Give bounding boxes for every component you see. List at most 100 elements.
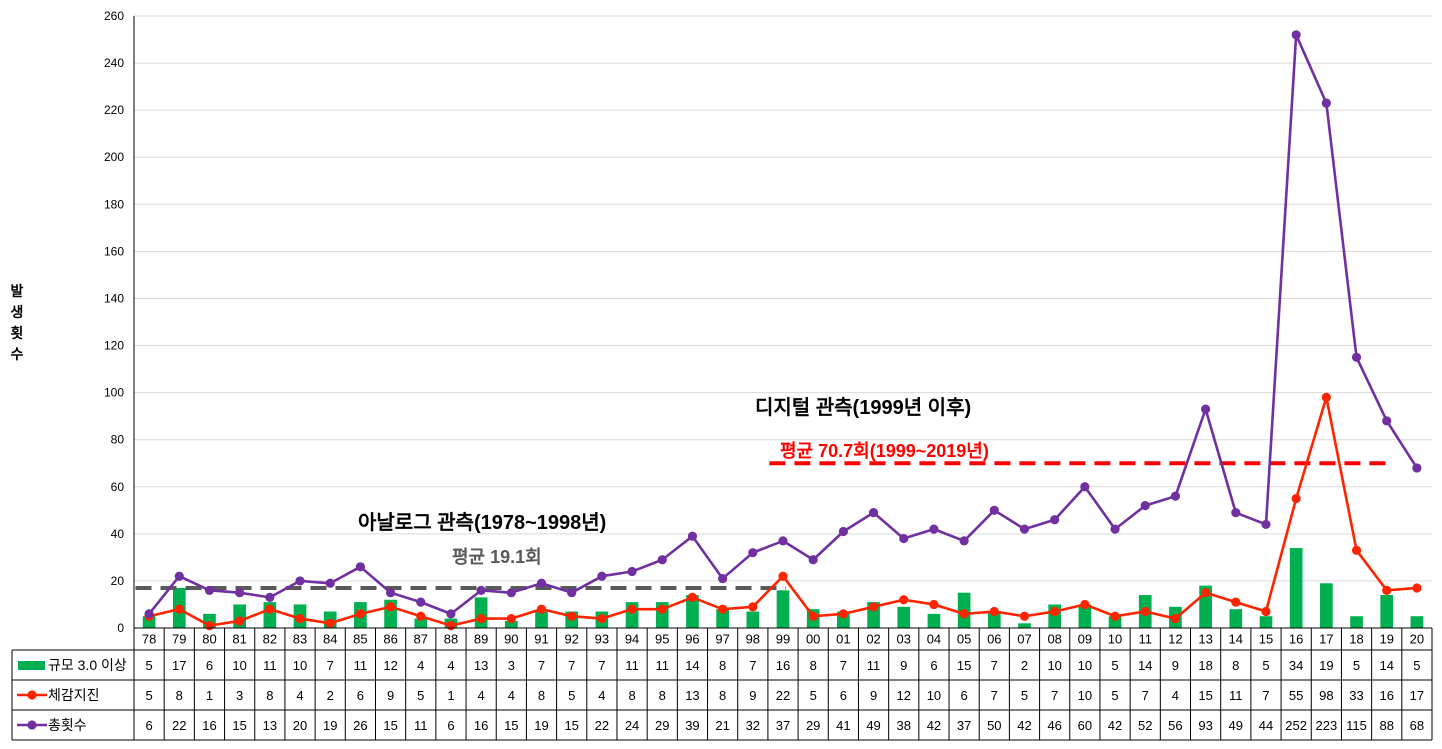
table-value: 22 [172,718,186,733]
table-value: 7 [991,688,998,703]
table-value: 7 [749,658,756,673]
table-value: 15 [383,718,397,733]
table-value: 13 [474,658,488,673]
y-tick-label: 160 [104,244,124,258]
series-1-point-18 [1351,545,1362,555]
table-value: 5 [1353,658,1360,673]
table-value: 15 [504,718,518,733]
table-value: 10 [1078,688,1092,703]
table-value: 60 [1078,718,1092,733]
table-value: 16 [474,718,488,733]
bar-07 [1018,623,1031,628]
series-1-point-95 [657,604,667,614]
series-1-point-08 [1050,606,1060,617]
table-value: 7 [1051,688,1058,703]
table-value: 37 [957,718,971,733]
table-value: 8 [176,688,183,703]
series-1-point-87 [416,611,426,621]
y-tick-label: 180 [104,197,124,211]
series-1-point-80 [204,621,215,631]
bar-20 [1410,616,1424,628]
bar-series [142,547,1424,628]
series-1-point-98 [748,602,758,612]
table-value: 44 [1259,718,1273,733]
table-value: 16 [1379,688,1393,703]
annotations: 아날로그 관측(1978~1998년) 평균 19.1회 디지털 관측(1999년 … [358,396,989,567]
series-2-point-01 [838,526,848,537]
y-tick-label: 60 [111,480,125,494]
series-2-point-19 [1382,416,1392,426]
table-value: 10 [1047,658,1061,673]
series-1-point-17 [1321,392,1331,402]
series-2-point-12 [1170,491,1181,501]
series-1-point-02 [868,602,879,612]
x-tick-label: 81 [232,632,246,647]
y-axis-label-char: 횟 [10,326,24,342]
x-tick-label: 04 [927,632,941,647]
series-2-point-07 [1019,524,1030,534]
x-tick-label: 90 [504,632,518,647]
table-value: 115 [1346,718,1367,733]
table-value: 6 [840,688,847,703]
x-tick-label: 19 [1379,632,1393,647]
table-value: 29 [806,718,820,733]
series-1-point-97 [718,604,728,614]
table-value: 14 [1379,658,1393,673]
table-value: 10 [293,658,307,673]
series-2-point-10 [1110,524,1120,534]
annotation-1: 아날로그 관측(1978~1998년) [358,511,606,534]
table-value: 9 [1172,658,1179,673]
table-value: 88 [1379,718,1393,733]
table-value: 34 [1289,658,1303,673]
series-2-point-79 [174,571,184,581]
series-2-point-86 [385,588,396,598]
table-value: 32 [746,718,760,733]
table-value: 98 [1319,688,1333,703]
series-2-point-18 [1351,352,1362,362]
table-value: 22 [595,718,609,733]
series-2-point-99 [778,536,788,546]
table-value: 1 [447,688,454,703]
series-2-point-20 [1412,463,1422,473]
series-2-point-95 [657,555,667,565]
table-value: 19 [323,718,337,733]
table-value: 68 [1410,718,1424,733]
table-value: 16 [776,658,790,673]
series-1-point-20 [1412,583,1422,593]
table-value: 10 [927,688,941,703]
series-1-point-14 [1231,597,1241,607]
table-value: 4 [417,658,424,673]
bar-04 [927,613,941,628]
table-value: 5 [1111,658,1118,673]
x-tick-label: 83 [293,632,307,647]
x-tick-label: 86 [383,632,397,647]
table-value: 12 [897,688,911,703]
table-value: 17 [172,658,186,673]
gridlines [134,15,1432,629]
table-value: 5 [1021,688,1028,703]
table-value: 8 [538,688,545,703]
series-1-point-81 [235,616,245,626]
series-1-point-86 [385,602,396,612]
table-value: 9 [387,688,394,703]
table-value: 5 [1262,658,1269,673]
x-tick-label: 07 [1017,632,1031,647]
series-1-point-04 [929,599,939,610]
table-value: 13 [263,718,277,733]
series-1-point-03 [899,595,909,605]
series-1-point-89 [476,613,486,624]
annotation-4: 평균 70.7회(1999~2019년) [780,441,989,461]
table-value: 5 [145,688,152,703]
table-value: 55 [1289,688,1303,703]
series-2-point-90 [506,588,516,598]
table-value: 8 [810,658,817,673]
table-value: 15 [957,658,971,673]
x-tick-label: 00 [806,632,820,647]
table-value: 22 [776,688,790,703]
table-value: 10 [232,658,246,673]
table-value: 13 [685,688,699,703]
series-2-point-78 [144,609,154,619]
table-value: 26 [353,718,367,733]
series-line-2 [148,33,1419,616]
